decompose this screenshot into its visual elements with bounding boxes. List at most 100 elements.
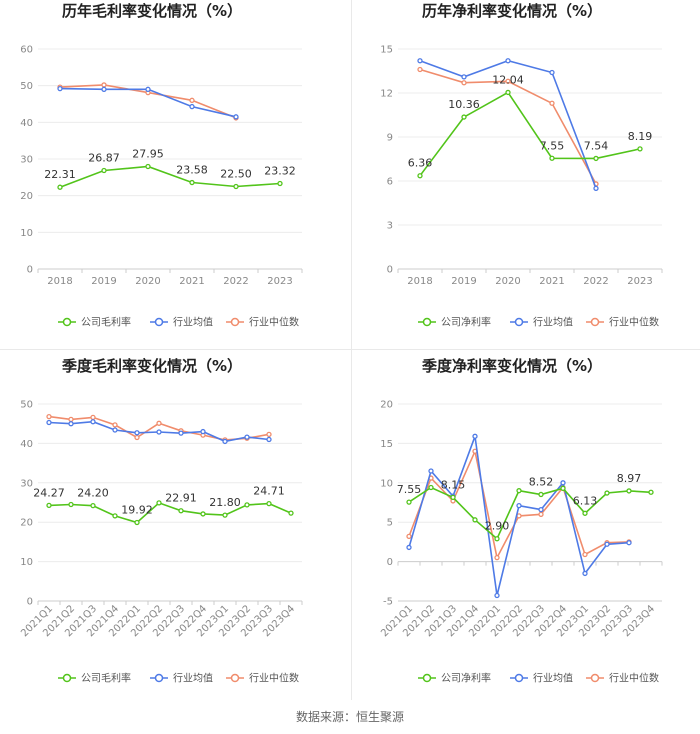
y-tick-label: 40 [20,118,33,129]
data-point-industry-avg [549,69,555,76]
y-tick-label: 0 [27,597,33,608]
data-point-company [549,155,555,161]
data-point-company [472,517,478,523]
chart-svg: 历年毛利率变化情况（%） 0 10 20 30 40 50 60 2018 2019 2020 202… [20,2,303,329]
data-point-company [90,503,96,509]
data-point-industry-avg [178,430,184,436]
data-point-company [538,491,544,498]
data-point-company [626,488,632,494]
data-source-note: 数据来源：恒生聚源 [295,710,404,724]
data-point-industry-median [406,533,412,540]
data-point-company [516,488,522,494]
data-label: 21.80 [209,496,241,509]
legend-marker-industry-median [230,673,240,683]
data-point-industry-avg [505,58,511,64]
data-point-industry-avg [57,85,63,92]
data-label: 24.71 [253,485,285,498]
data-point-industry-avg [101,86,107,92]
x-tick-label: 2022 [583,276,608,287]
y-tick-label: 40 [20,439,33,450]
data-label: 22.50 [220,168,252,181]
data-point-industry-median [112,422,118,428]
data-point-industry-avg [156,429,162,435]
x-tick-label: 2022 [223,276,248,287]
legend-label-company: 公司毛利率 [81,672,131,685]
data-point-company [244,502,250,508]
data-point-industry-median [538,511,544,517]
legend-label-company: 公司净利率 [441,316,491,329]
series-line-company [48,501,292,524]
data-point-industry-median [189,97,195,103]
data-label: 8.15 [441,478,466,491]
vertical-divider [351,0,352,700]
legend-label-industry-avg: 行业均值 [173,316,213,329]
legend-marker-company [62,673,72,683]
x-tick-label: 2020 [495,276,520,287]
data-point-company [593,155,599,162]
y-tick-label: 50 [20,81,33,92]
data-point-industry-median [266,431,272,437]
legend-label-industry-median: 行业中位数 [249,672,299,685]
x-tick-label: 2023 [267,276,292,287]
data-point-company [604,490,610,496]
x-tick-label: 2019 [91,276,116,287]
data-point-company [406,499,412,505]
x-tick-label: 2020 [135,276,160,287]
data-point-company [277,180,283,187]
x-tick-label: 2018 [407,276,432,287]
data-label: 8.97 [617,472,642,485]
data-point-industry-avg [472,433,478,439]
y-tick-label: -5 [383,597,393,608]
data-point-company [145,163,151,170]
data-point-industry-median [134,434,140,441]
y-tick-label: 10 [20,228,33,239]
y-tick-label: 20 [20,191,33,202]
data-point-industry-avg [233,114,239,120]
data-point-company [288,510,294,516]
data-point-industry-median [46,413,52,420]
y-tick-label: 30 [20,155,33,166]
data-point-industry-avg [266,436,272,443]
data-point-company [46,502,52,509]
legend-label-industry-avg: 行业均值 [173,672,213,685]
chart-title: 季度毛利率变化情况（%） [62,357,242,375]
data-label: 26.87 [88,151,120,164]
y-tick-label: 20 [380,400,393,411]
data-label: 6.36 [408,157,433,170]
data-point-company [450,494,456,501]
chart-title: 季度净利率变化情况（%） [422,357,602,375]
data-point-industry-median [461,80,467,86]
data-point-company [637,146,643,152]
data-point-company [156,500,162,506]
data-point-industry-avg [406,544,412,551]
chart-annual-net-margin: 历年净利率变化情况（%） 0 3 6 9 12 15 2018 2019 2020 2021 2022… [0,0,700,345]
data-point-industry-avg [90,419,96,425]
data-label: 24.20 [77,487,109,500]
y-tick-label: 30 [20,478,33,489]
data-point-industry-median [549,100,555,106]
data-label: 2.90 [485,520,510,533]
data-point-industry-avg [516,503,522,509]
data-point-industry-avg [189,103,195,110]
series-line-company [419,91,641,177]
legend-marker-industry-median [590,673,600,683]
legend-marker-industry-median [590,317,600,327]
data-point-company [648,489,654,495]
y-tick-label: 9 [387,133,393,144]
legend-label-industry-avg: 行业均值 [533,316,573,329]
series-line-company [408,486,652,540]
data-label: 7.54 [584,139,609,152]
legend-marker-company [422,673,432,683]
data-point-company [494,536,500,542]
legend-marker-company [62,317,72,327]
data-label: 12.04 [492,73,524,86]
x-tick-label: 2021 [539,276,564,287]
y-tick-label: 10 [20,557,33,568]
data-point-industry-avg [417,58,423,64]
chart-title: 历年净利率变化情况（%） [422,2,602,20]
chart-svg: 季度净利率变化情况（%）-5051015202021Q12021Q22021Q3… [379,357,663,685]
legend-label-industry-avg: 行业均值 [533,672,573,685]
y-tick-label: 10 [380,478,393,489]
data-point-industry-avg [145,86,151,92]
data-point-industry-avg [538,506,544,513]
